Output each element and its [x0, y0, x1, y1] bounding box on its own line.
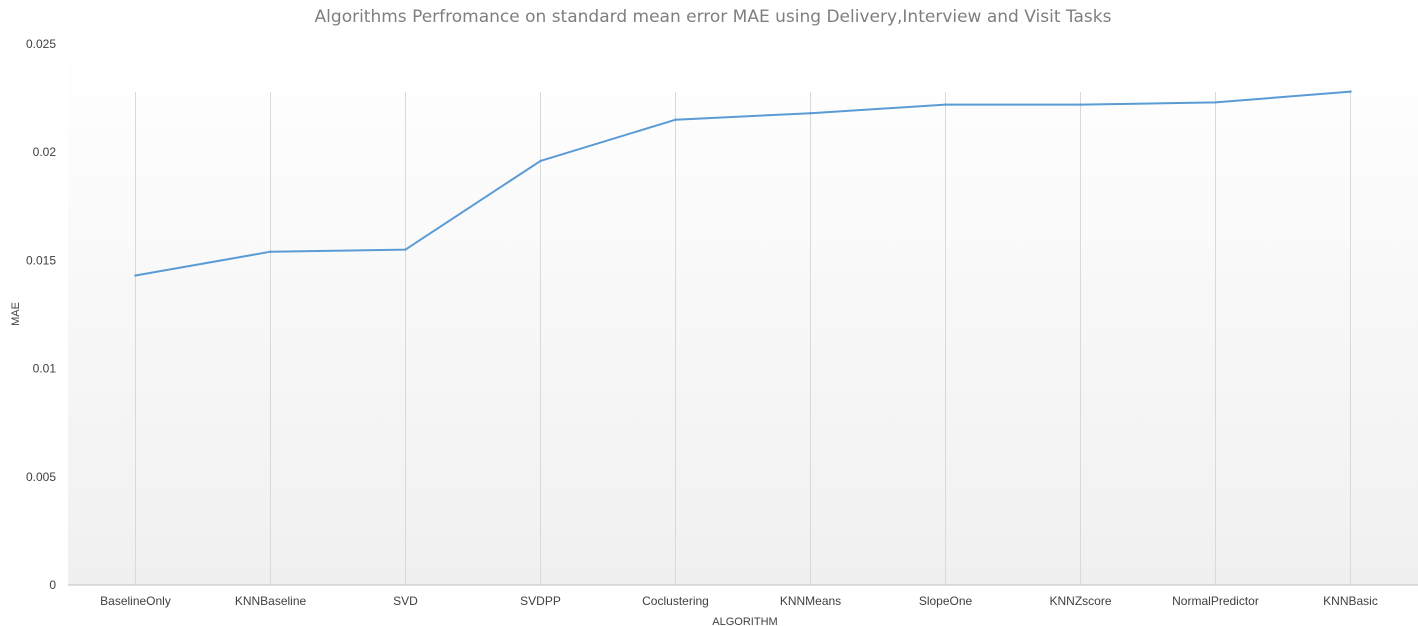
y-tick-label: 0.02 — [33, 145, 57, 159]
data-point — [269, 250, 272, 253]
data-point — [404, 248, 407, 251]
data-point — [134, 274, 137, 277]
plot-background — [68, 44, 1418, 585]
chart-title: Algorithms Perfromance on standard mean … — [315, 7, 1112, 27]
gridlines — [135, 92, 1351, 585]
x-tick-label: SlopeOne — [919, 594, 973, 608]
y-axis-label: MAE — [10, 302, 22, 326]
x-tick-label: KNNZscore — [1049, 594, 1111, 608]
series-line-0 — [134, 90, 1352, 277]
x-tick-labels: BaselineOnly KNNBaseline SVD SVDPP Cocluster… — [100, 594, 1378, 608]
x-tick-label: BaselineOnly — [100, 594, 171, 608]
y-tick-labels: 0 0.005 0.01 0.015 0.02 0.025 — [26, 37, 56, 592]
y-tick-label: 0.025 — [26, 37, 56, 51]
y-tick-label: 0 — [49, 578, 56, 592]
x-tick-label: KNNBasic — [1323, 594, 1378, 608]
x-tick-label: NormalPredictor — [1172, 594, 1259, 608]
data-point — [1349, 90, 1352, 93]
x-tick-label: SVD — [393, 594, 418, 608]
x-tick-label: KNNMeans — [780, 594, 841, 608]
data-point — [674, 118, 677, 121]
data-point — [1214, 101, 1217, 104]
x-tick-label: SVDPP — [520, 594, 561, 608]
data-point — [539, 159, 542, 163]
x-axis-label: ALGORITHM — [712, 616, 777, 626]
x-tick-label: KNNBaseline — [235, 594, 307, 608]
y-tick-label: 0.015 — [26, 253, 56, 267]
x-tick-label: Coclustering — [642, 594, 709, 608]
data-point — [944, 103, 947, 106]
data-point — [809, 112, 812, 115]
data-point — [1079, 103, 1082, 106]
y-tick-label: 0.01 — [33, 362, 57, 376]
series-layer — [134, 90, 1352, 277]
y-tick-label: 0.005 — [26, 470, 56, 484]
